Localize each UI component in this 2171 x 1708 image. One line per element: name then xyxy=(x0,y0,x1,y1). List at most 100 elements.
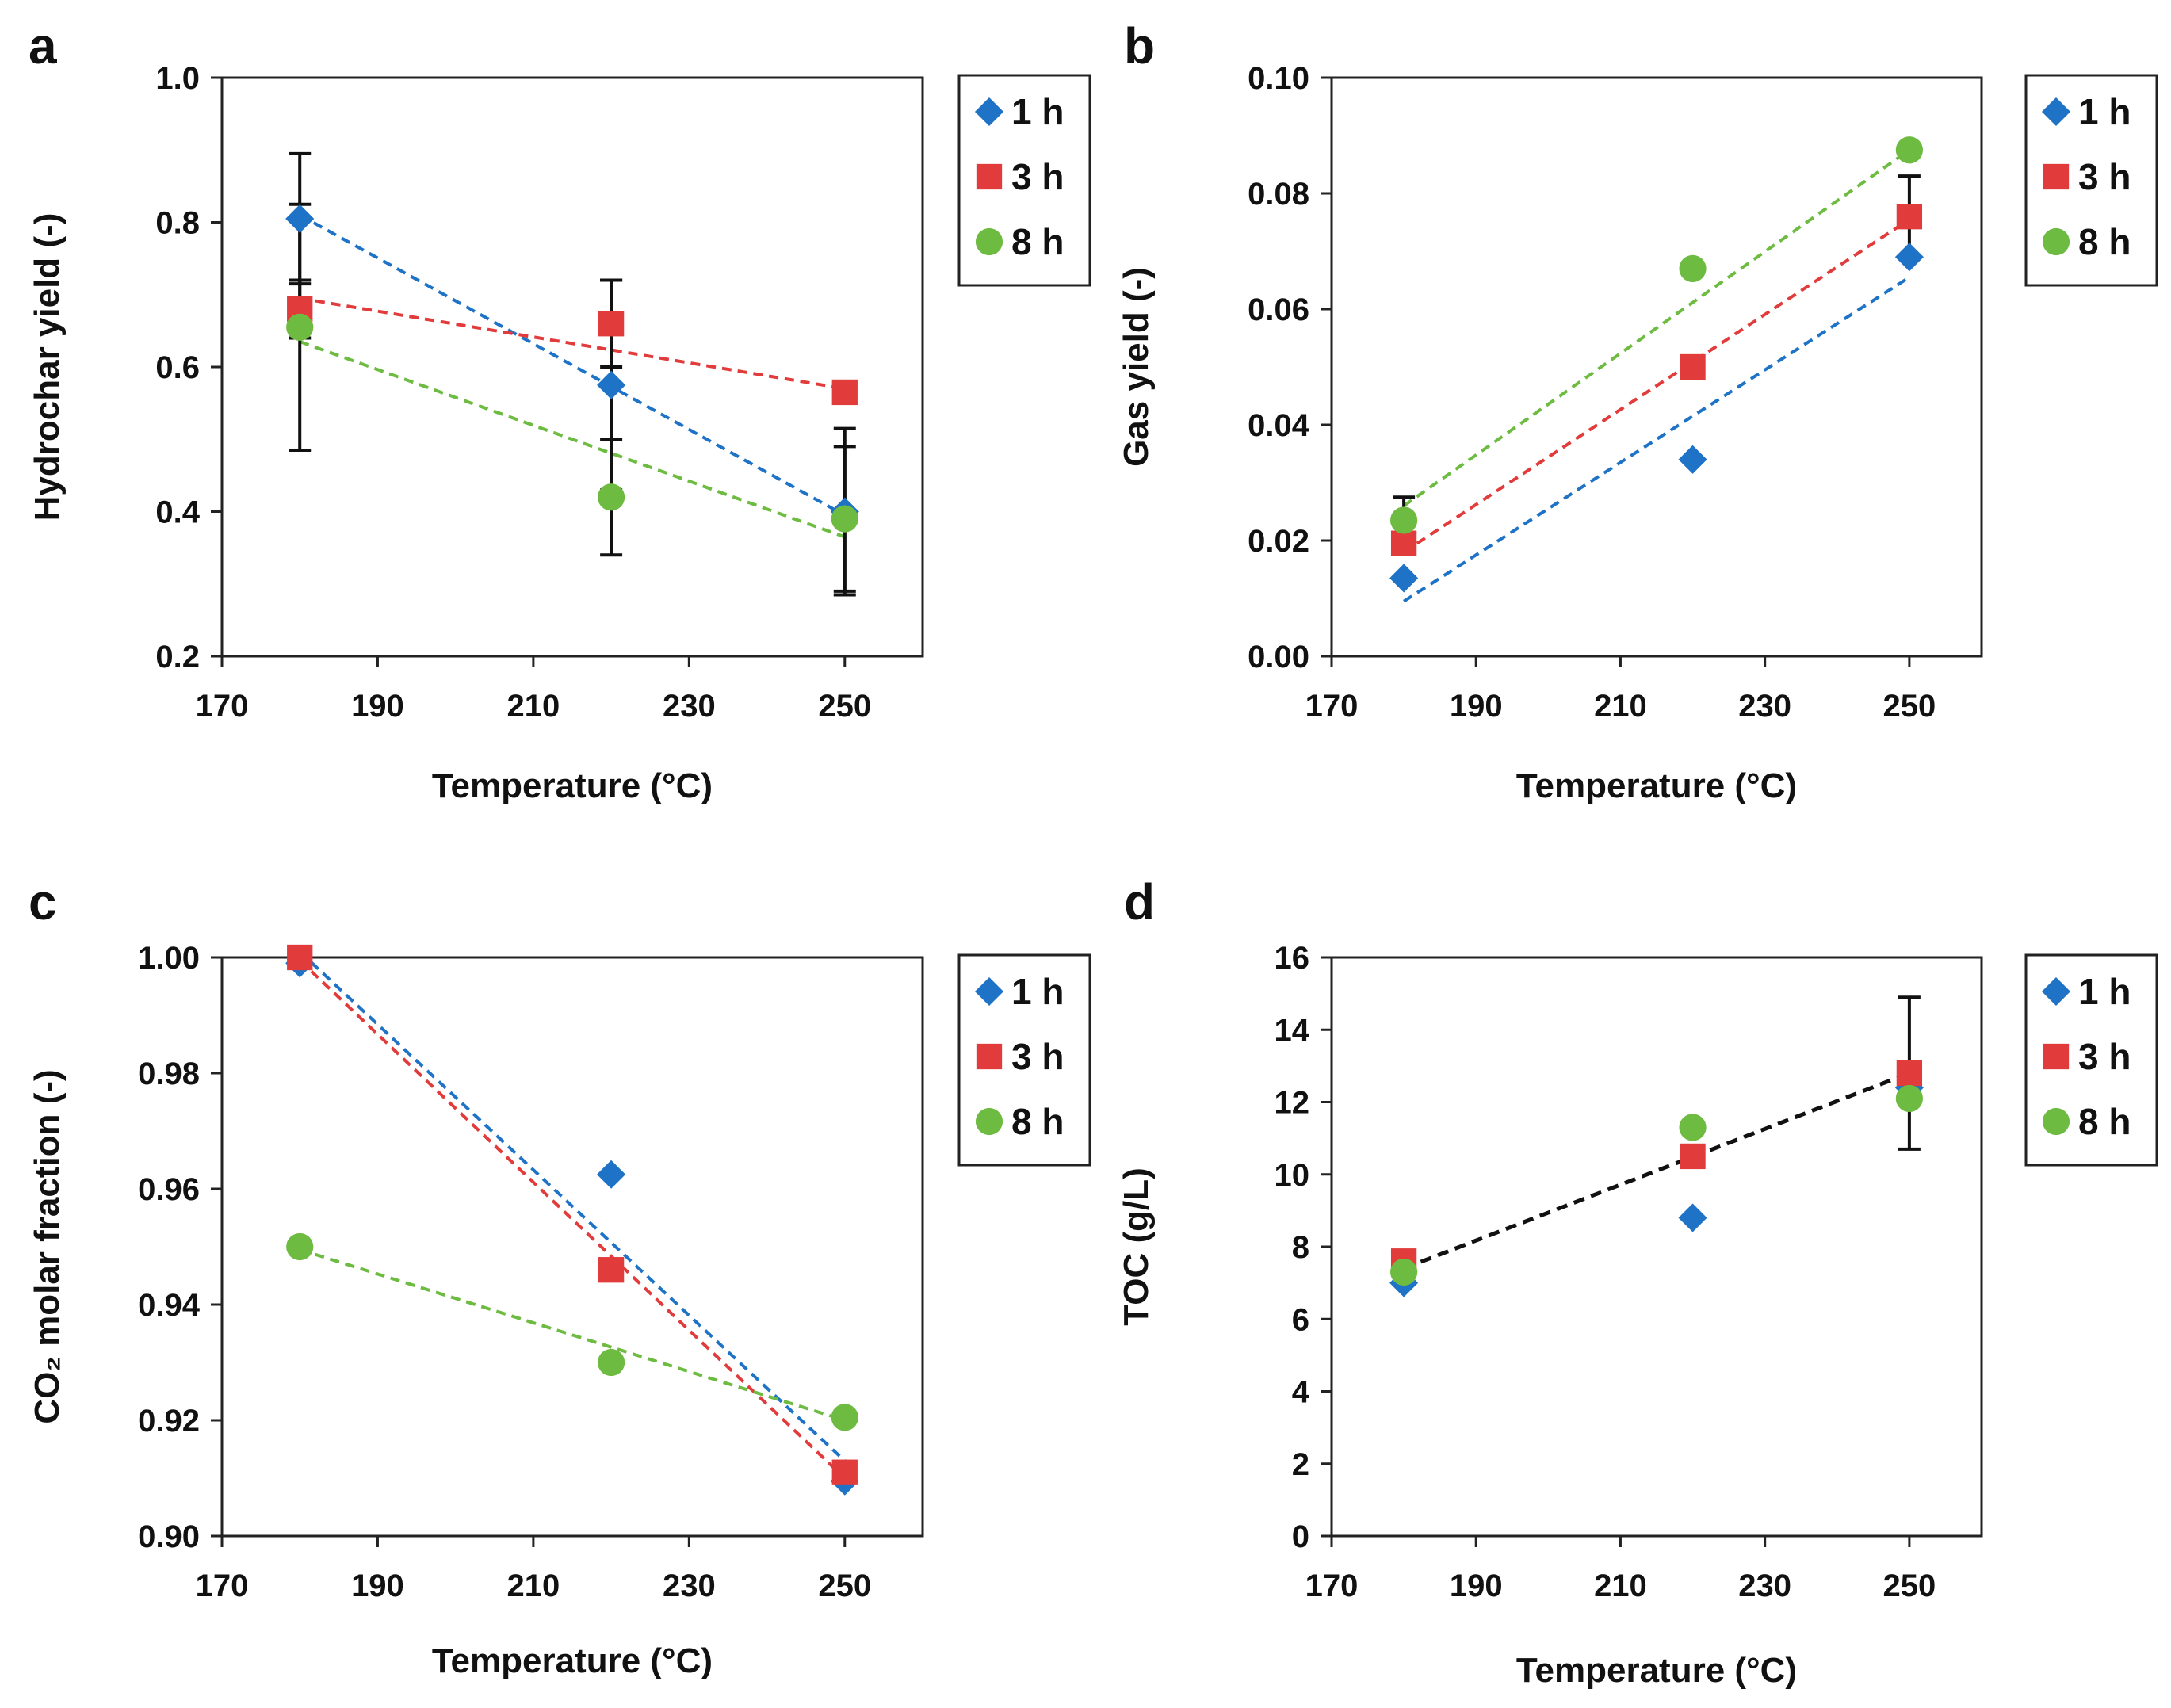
y-tick-label-a: 0.4 xyxy=(155,495,200,530)
x-axis-title-c: Temperature (°C) xyxy=(432,1641,713,1680)
data-point-3h xyxy=(1896,1060,1923,1087)
x-tick-label-d: 170 xyxy=(1305,1569,1359,1603)
legend-marker-1h xyxy=(2041,97,2071,127)
x-tick-label-a: 210 xyxy=(507,689,560,724)
trend-line-8h xyxy=(299,340,846,539)
x-tick-label-b: 230 xyxy=(1738,689,1791,724)
data-point-3h xyxy=(831,1459,858,1485)
data-point-8h xyxy=(831,1404,858,1431)
data-point-8h xyxy=(286,1232,314,1261)
data-point-8h xyxy=(1390,506,1418,534)
plot-area-b xyxy=(1330,76,1983,658)
y-tick-label-d: 10 xyxy=(1275,1158,1310,1193)
legend-marker-8h xyxy=(2042,1107,2070,1136)
data-point-8h xyxy=(1895,1084,1923,1113)
data-point-1h xyxy=(1678,1203,1707,1232)
data-point-3h xyxy=(831,379,858,406)
legend-label: 3 h xyxy=(1011,156,1064,197)
panel-letter-a: a xyxy=(29,17,57,75)
data-point-1h xyxy=(597,1160,626,1189)
y-tick-label-a: 0.8 xyxy=(155,206,200,241)
panel-b: b 170 190 210 230 250 0.00 0.02 0.04 0.06 0.08 0.10… xyxy=(1117,17,2158,805)
y-tick-label-b: 0.02 xyxy=(1248,524,1309,559)
data-point-8h xyxy=(598,1348,625,1377)
y-tick-label-b: 0.00 xyxy=(1248,640,1309,674)
y-tick-label-d: 16 xyxy=(1275,941,1310,976)
legend-label: 1 h xyxy=(1011,91,1064,132)
x-tick-label-d: 190 xyxy=(1450,1569,1503,1603)
x-axis-title-b: Temperature (°C) xyxy=(1516,766,1797,805)
data-point-3h xyxy=(1390,530,1417,556)
x-tick-label-a: 170 xyxy=(196,689,249,724)
plot-area-c xyxy=(220,956,924,1538)
trend-line-3h xyxy=(299,296,846,391)
trend-line-1h xyxy=(298,950,847,1462)
legend-label: 8 h xyxy=(2078,1101,2131,1142)
x-axis-title-d: Temperature (°C) xyxy=(1516,1651,1797,1690)
x-tick-label-a: 250 xyxy=(818,689,871,724)
data-point-1h xyxy=(1894,243,1924,272)
x-tick-label-c: 210 xyxy=(507,1569,560,1603)
y-tick-label-d: 6 xyxy=(1292,1302,1309,1337)
legend-label: 3 h xyxy=(2078,1036,2131,1077)
panel-letter-d: d xyxy=(1124,873,1155,930)
legend-marker-3h xyxy=(976,163,1003,190)
x-tick-label-b: 210 xyxy=(1594,689,1647,724)
trend-line-8h xyxy=(1402,148,1911,507)
legend-label: 8 h xyxy=(2078,221,2131,262)
trend-line-8h xyxy=(299,1248,846,1422)
data-point-8h xyxy=(598,483,625,511)
y-axis-title-b: Gas yield (-) xyxy=(1117,267,1156,467)
y-axis-title-c: CO₂ molar fraction (-) xyxy=(28,1069,67,1423)
y-tick-label-a: 0.2 xyxy=(155,640,200,674)
y-tick-label-b: 0.06 xyxy=(1248,292,1309,327)
y-axis-title-a: Hydrochar yield (-) xyxy=(28,213,67,522)
y-tick-label-b: 0.10 xyxy=(1248,61,1309,96)
trend-line-3h xyxy=(1403,218,1910,554)
data-point-8h xyxy=(1390,1258,1418,1286)
data-point-1h xyxy=(597,370,626,399)
data-point-8h xyxy=(286,313,314,341)
data-point-8h xyxy=(1895,136,1923,164)
x-tick-label-b: 250 xyxy=(1883,689,1936,724)
y-tick-label-b: 0.04 xyxy=(1248,408,1310,443)
panel-c: c 170 190 210 230 250 0.90 0.92 0.94 0.96 0.98 1.00… xyxy=(28,873,1091,1680)
trend-line-1h xyxy=(1403,276,1910,603)
y-axis-title-d: TOC (g/L) xyxy=(1117,1167,1156,1326)
x-tick-label-a: 230 xyxy=(663,689,716,724)
legend-label: 8 h xyxy=(1011,1101,1064,1142)
legend-label: 1 h xyxy=(1011,971,1064,1012)
x-tick-label-c: 190 xyxy=(351,1569,404,1603)
legend-label: 1 h xyxy=(2078,91,2131,132)
data-point-1h xyxy=(285,204,315,233)
x-tick-label-c: 170 xyxy=(196,1569,249,1603)
legend-marker-1h xyxy=(974,97,1004,127)
data-point-3h xyxy=(1896,204,1923,230)
legend-label: 8 h xyxy=(1011,221,1064,262)
legend-marker-1h xyxy=(2041,976,2071,1007)
y-tick-label-a: 1.0 xyxy=(155,61,200,96)
legend-label: 3 h xyxy=(1011,1036,1064,1077)
legend-marker-3h xyxy=(976,1043,1003,1070)
y-tick-label-c: 0.96 xyxy=(138,1172,200,1207)
data-point-3h xyxy=(1680,353,1706,380)
x-tick-label-b: 170 xyxy=(1305,689,1359,724)
data-point-3h xyxy=(598,1257,625,1283)
x-axis-title-a: Temperature (°C) xyxy=(432,766,713,805)
y-tick-label-d: 12 xyxy=(1275,1086,1310,1121)
x-tick-label-d: 230 xyxy=(1738,1569,1791,1603)
x-tick-label-c: 230 xyxy=(663,1569,716,1603)
data-point-3h xyxy=(598,311,625,337)
legend-marker-8h xyxy=(975,227,1003,256)
data-point-8h xyxy=(1679,1114,1707,1141)
data-point-8h xyxy=(1679,254,1707,282)
panel-a: a 170 190 210 230 250 0.2 0.4 0.6 0.8 1.0 Temperatu… xyxy=(28,17,1091,805)
panel-d: d 170 190 210 230 250 0 2 4 6 8 10 12 14 16 Temperature… xyxy=(1117,873,2158,1690)
legend-marker-3h xyxy=(2043,1043,2070,1070)
y-tick-label-d: 2 xyxy=(1292,1447,1309,1482)
y-tick-label-d: 14 xyxy=(1275,1013,1310,1048)
trend-line-1h xyxy=(299,213,846,517)
y-tick-label-c: 0.98 xyxy=(138,1057,200,1091)
y-tick-label-a: 0.6 xyxy=(155,350,200,385)
